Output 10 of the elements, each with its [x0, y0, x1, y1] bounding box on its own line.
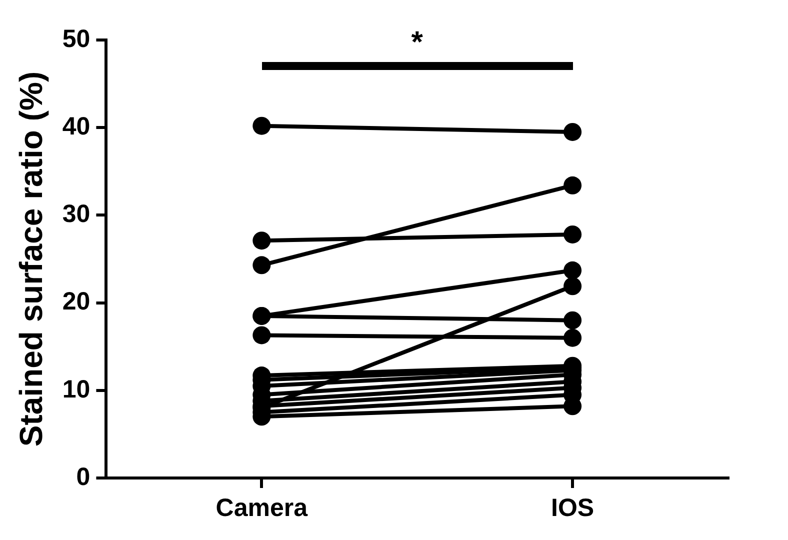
- y-tick-label: 0: [76, 462, 90, 491]
- x-tick-label: Camera: [216, 494, 309, 522]
- y-tick-label: 20: [62, 288, 90, 316]
- y-axis-title: Stained surface ratio (%): [13, 71, 50, 447]
- y-tick-label: 40: [62, 112, 90, 140]
- y-tick-label: 30: [62, 200, 90, 228]
- x-tick-label: IOS: [551, 494, 594, 522]
- annotation: *: [411, 26, 423, 60]
- y-tick-label: 10: [62, 375, 90, 404]
- y-tick-label: 50: [62, 24, 90, 53]
